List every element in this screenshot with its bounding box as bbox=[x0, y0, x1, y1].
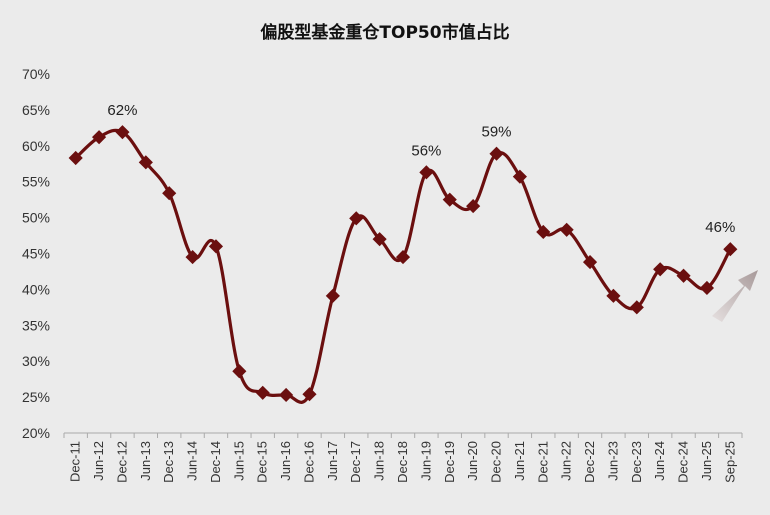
data-point-marker bbox=[279, 387, 294, 403]
data-point-marker bbox=[676, 268, 691, 283]
data-point-marker bbox=[232, 364, 247, 379]
data-point-marker bbox=[395, 250, 411, 265]
x-tick-label: Jun-17 bbox=[325, 441, 340, 481]
series-line bbox=[74, 128, 732, 404]
x-tick-label: Dec-12 bbox=[114, 441, 129, 483]
y-axis: 20% 25% 30% 35% 40% 45% 50% 55% 60% 65% 70% bbox=[22, 66, 50, 441]
y-tick-label: 55% bbox=[22, 174, 50, 190]
x-tick-label: Jun-23 bbox=[605, 441, 620, 481]
data-point-marker bbox=[512, 169, 527, 184]
y-tick-label: 20% bbox=[22, 425, 50, 441]
x-tick-label: Dec-19 bbox=[442, 441, 457, 483]
annotations: 62% 56% 59% 46% bbox=[107, 102, 735, 236]
x-tick-label: Dec-21 bbox=[535, 441, 550, 483]
data-point-marker bbox=[699, 280, 715, 296]
data-point-marker bbox=[466, 199, 481, 214]
data-point-marker bbox=[208, 239, 224, 254]
data-point-marker bbox=[349, 211, 364, 226]
data-point-marker bbox=[723, 242, 738, 257]
y-tick-label: 35% bbox=[22, 317, 50, 333]
data-point-marker bbox=[185, 250, 200, 265]
data-label: 56% bbox=[411, 142, 441, 159]
data-point-marker bbox=[138, 155, 153, 170]
x-tick-label: Dec-16 bbox=[301, 441, 316, 483]
x-tick-label: Jun-20 bbox=[465, 441, 480, 481]
x-tick-label: Jun-25 bbox=[699, 441, 714, 481]
x-tick-label: Jun-19 bbox=[418, 441, 433, 481]
y-tick-label: 45% bbox=[22, 246, 50, 262]
x-tick-label: Dec-11 bbox=[68, 441, 83, 482]
x-tick-label: Jun-14 bbox=[185, 441, 200, 481]
x-tick-label: Jun-12 bbox=[91, 441, 106, 481]
y-tick-label: 65% bbox=[22, 102, 50, 118]
data-label: 59% bbox=[482, 124, 512, 141]
data-point-marker bbox=[582, 255, 598, 270]
data-point-marker bbox=[115, 125, 130, 140]
x-tick-label: Jun-18 bbox=[372, 441, 387, 481]
chart-title: 偏股型基金重仓TOP50市值占比 bbox=[260, 22, 509, 43]
x-tick-label: Dec-15 bbox=[255, 441, 270, 483]
x-tick-label: Jun-13 bbox=[138, 441, 153, 481]
x-tick-label: Jun-21 bbox=[512, 441, 527, 481]
x-tick-label: Dec-17 bbox=[348, 441, 363, 483]
data-label: 62% bbox=[107, 102, 137, 119]
data-point-marker bbox=[489, 146, 504, 161]
x-tick-label: Dec-13 bbox=[161, 441, 176, 483]
y-tick-label: 60% bbox=[22, 138, 50, 154]
x-tick-label: Dec-14 bbox=[208, 441, 223, 483]
data-point-marker bbox=[419, 165, 434, 180]
data-point-marker bbox=[302, 387, 317, 402]
x-tick-label: Dec-24 bbox=[676, 441, 691, 483]
data-point-marker bbox=[629, 300, 644, 315]
series-group bbox=[68, 125, 738, 404]
trend-arrow-icon bbox=[712, 270, 758, 322]
x-tick-label: Dec-18 bbox=[395, 441, 410, 483]
data-point-marker bbox=[442, 192, 457, 207]
x-tick-label: Jun-24 bbox=[652, 441, 667, 481]
x-tick-label: Dec-20 bbox=[489, 441, 504, 483]
data-point-marker bbox=[536, 224, 551, 240]
x-tick-label: Dec-23 bbox=[629, 441, 644, 483]
y-tick-label: 40% bbox=[22, 281, 50, 297]
data-point-marker bbox=[559, 222, 574, 237]
data-point-marker bbox=[606, 288, 621, 303]
y-tick-label: 70% bbox=[22, 66, 50, 82]
data-point-marker bbox=[255, 385, 270, 400]
x-tick-label: Jun-22 bbox=[559, 441, 574, 481]
data-point-marker bbox=[162, 186, 177, 201]
y-tick-label: 25% bbox=[22, 389, 50, 405]
x-axis: Dec-11 Jun-12 Dec-12 Jun-13 Dec-13 Jun-14 Dec-… bbox=[63, 432, 743, 483]
x-tick-label: Jun-16 bbox=[278, 441, 293, 481]
y-tick-label: 30% bbox=[22, 353, 50, 369]
x-tick-label: Sep-25 bbox=[722, 441, 737, 483]
x-tick-label: Jun-15 bbox=[231, 441, 246, 481]
data-label: 46% bbox=[705, 219, 735, 236]
data-point-marker bbox=[372, 232, 387, 247]
data-point-marker bbox=[325, 288, 340, 303]
x-tick-label: Dec-22 bbox=[582, 441, 597, 483]
y-tick-label: 50% bbox=[22, 210, 50, 226]
data-point-marker bbox=[653, 262, 668, 277]
